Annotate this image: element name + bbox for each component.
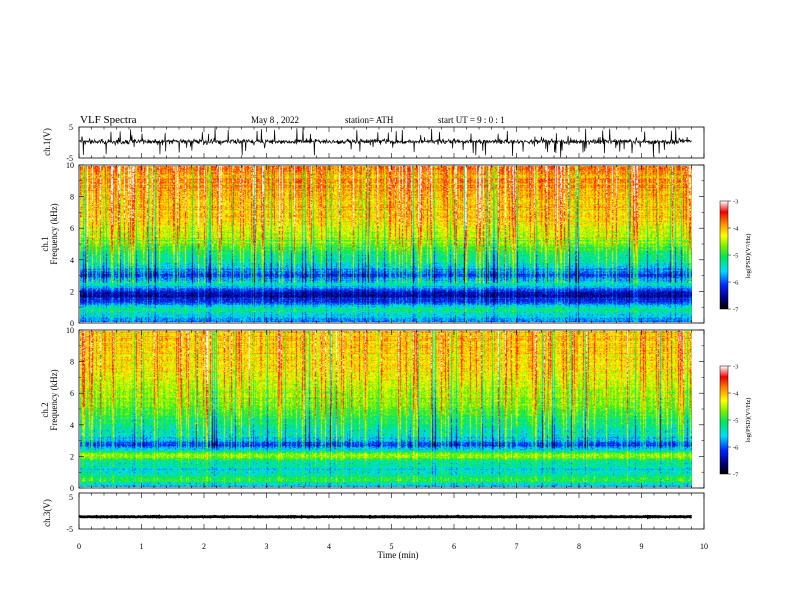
ch1-colorbar-label: log(PSD)(V²/Hz) <box>745 234 752 279</box>
ch1-colorbar-tick-0: -3 <box>733 199 738 206</box>
ch2-channel-label: ch.2 <box>40 402 50 417</box>
ch2-freq-tick-5: 10 <box>66 326 74 335</box>
ch1-ylabel: ch.1(V) <box>42 128 52 156</box>
ch1-freq-tick-2: 4 <box>70 256 74 265</box>
ch2-colorbar-tick-3: -6 <box>733 445 739 452</box>
ch1-freq-tick-4: 8 <box>70 193 74 202</box>
ch2-freq-tick-2: 4 <box>70 421 74 430</box>
start-ut-label: start UT = 9 : 0 : 1 <box>438 115 505 125</box>
time-tick-label-6: 6 <box>452 542 456 551</box>
figure-title: VLF Spectra <box>80 114 137 126</box>
ch1-colorbar-tick-4: -7 <box>733 307 739 314</box>
ch2-colorbar <box>720 366 728 474</box>
ch1-waveform-ticks <box>78 127 705 158</box>
ch1-freq-ylabel: Frequency (kHz) <box>49 203 59 264</box>
ch2-colorbar-ticks: -3 -4 -5 -6 -7 <box>728 364 739 479</box>
time-tick-label-3: 3 <box>265 542 269 551</box>
time-tick-label-4: 4 <box>327 542 331 551</box>
ch3-ytick-top: 5 <box>69 493 73 502</box>
time-axis-label: Time (min) <box>378 550 419 560</box>
ch1-ytick-top: 5 <box>69 123 73 132</box>
time-tick-label-10: 10 <box>700 542 708 551</box>
ch2-freq-tick-1: 2 <box>70 452 74 461</box>
ch2-freq-tick-4: 8 <box>70 358 74 367</box>
ch1-freq-tick-5: 10 <box>66 161 74 170</box>
ch1-waveform-panel: 5 -5 ch.1(V) <box>42 123 705 163</box>
ch3-waveform-panel: 5 -5 ch.3(V) 0 1 2 3 4 5 6 7 8 9 10 Time (min) <box>42 492 708 560</box>
time-tick-label-5: 5 <box>390 542 394 551</box>
ch1-freq-tick-3: 6 <box>70 224 74 233</box>
ch1-channel-label: ch.1 <box>40 236 50 251</box>
ch3-waveform-ticks <box>78 493 705 529</box>
time-tick-label-2: 2 <box>202 542 206 551</box>
ch1-ytick-bottom: -5 <box>66 154 73 163</box>
date-label: May 8 , 2022 <box>251 115 299 125</box>
ch2-freq-tick-0: 0 <box>70 484 74 493</box>
ch3-ylabel: ch.3(V) <box>42 499 52 527</box>
ch2-freq-ylabel: Frequency (kHz) <box>49 369 59 430</box>
time-tick-label-7: 7 <box>515 542 519 551</box>
time-tick-label-1: 1 <box>140 542 144 551</box>
ch2-freq-tick-3: 6 <box>70 389 74 398</box>
ch1-colorbar-tick-3: -6 <box>733 280 739 287</box>
time-tick-label-9: 9 <box>640 542 644 551</box>
ch2-colorbar-tick-4: -7 <box>733 472 739 479</box>
ch1-spectrogram-heatmap <box>80 166 692 322</box>
time-tick-label-8: 8 <box>577 542 581 551</box>
ch3-ytick-bottom: -5 <box>66 525 73 534</box>
ch2-colorbar-tick-2: -5 <box>733 418 738 425</box>
ch2-colorbar-label: log(PSD)(V²/Hz) <box>745 398 752 443</box>
ch2-frequency-axis: 0 2 4 6 8 10 <box>66 326 705 493</box>
ch1-colorbar-ticks: -3 -4 -5 -6 -7 <box>728 199 739 314</box>
ch2-spectrogram-heatmap <box>80 331 692 487</box>
time-tick-label-0: 0 <box>77 542 81 551</box>
ch1-colorbar <box>720 201 728 309</box>
ch1-colorbar-tick-1: -4 <box>733 226 739 233</box>
ch1-freq-tick-0: 0 <box>70 319 74 328</box>
ch1-colorbar-tick-2: -5 <box>733 253 738 260</box>
ch2-colorbar-tick-1: -4 <box>733 391 739 398</box>
ch2-colorbar-tick-0: -3 <box>733 364 738 371</box>
ch1-freq-tick-1: 2 <box>70 287 74 296</box>
time-axis-ticks: 0 1 2 3 4 5 6 7 8 9 10 <box>77 542 708 551</box>
ch3-waveform-line <box>78 514 693 520</box>
ch1-frequency-axis: 0 2 4 6 8 10 <box>66 161 705 328</box>
station-label: station= ATH <box>345 115 394 125</box>
ch1-waveform-line <box>78 127 692 158</box>
